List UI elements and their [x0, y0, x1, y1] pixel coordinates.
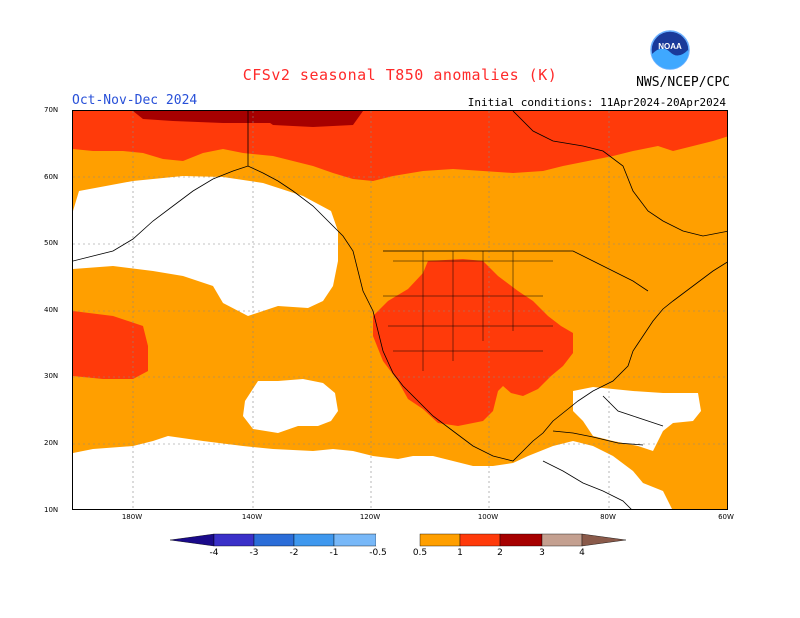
anomaly-map	[72, 110, 728, 510]
colorbar-label: -4	[209, 548, 219, 558]
lat-label: 70N	[44, 106, 59, 114]
lon-label: 180W	[121, 513, 143, 521]
map-title: CFSv2 seasonal T850 anomalies (K)	[242, 66, 558, 84]
anomaly-region-white-nw	[73, 176, 338, 316]
anomaly-region-red-north	[73, 111, 727, 181]
colorbar-swatch	[376, 534, 420, 546]
anomaly-region-white-sub	[243, 379, 338, 433]
colorbar-swatch	[581, 533, 627, 547]
colorbar-label: 0.5	[412, 548, 428, 558]
noaa-logo: NOAA	[650, 30, 690, 70]
lat-label: 10N	[44, 506, 59, 514]
colorbar-label: 4	[579, 548, 585, 558]
lat-label: 50N	[44, 239, 59, 247]
colorbar-label: -3	[249, 548, 259, 558]
anomaly-region-red-west	[73, 311, 148, 379]
coastlines	[73, 111, 727, 509]
colorbar-swatch	[213, 533, 255, 547]
anomaly-region-white-south	[73, 441, 667, 509]
lat-label: 60N	[44, 173, 59, 181]
initial-conditions-label: Initial conditions: 11Apr2024-20Apr2024	[467, 96, 726, 109]
colorbar-label: 3	[539, 548, 545, 558]
lon-label: 60W	[718, 513, 734, 521]
colorbar-swatch	[170, 533, 215, 547]
colorbar-swatch	[459, 533, 501, 547]
colorbar-label: -2	[289, 548, 299, 558]
colorbar-swatch	[541, 533, 583, 547]
lat-label: 20N	[44, 439, 59, 447]
lon-label: 100W	[477, 513, 499, 521]
colorbar-swatch	[419, 533, 461, 547]
colorbar-swatch	[293, 533, 335, 547]
anomaly-region-white-caribbean	[573, 387, 701, 451]
lon-label: 120W	[359, 513, 381, 521]
org-label: NWS/NCEP/CPC	[636, 75, 730, 90]
map-svg	[73, 111, 727, 509]
lon-label: 140W	[241, 513, 263, 521]
colorbar-label: 2	[497, 548, 503, 558]
colorbar-swatch	[333, 533, 377, 547]
state-borders	[383, 251, 553, 371]
period-label: Oct-Nov-Dec 2024	[72, 93, 198, 108]
lat-label: 30N	[44, 372, 59, 380]
colorbar-label: -1	[329, 548, 339, 558]
anomaly-region-dark-red-north2	[253, 111, 363, 127]
colorbar-swatch	[499, 533, 543, 547]
lon-label: 80W	[600, 513, 616, 521]
graticule	[73, 111, 727, 509]
colorbar-label: 1	[457, 548, 463, 558]
colorbar-label: -0.5	[369, 548, 387, 558]
logo-text: NOAA	[658, 42, 682, 51]
colorbar-swatch	[253, 533, 295, 547]
colorbar	[170, 533, 627, 547]
lat-label: 40N	[44, 306, 59, 314]
